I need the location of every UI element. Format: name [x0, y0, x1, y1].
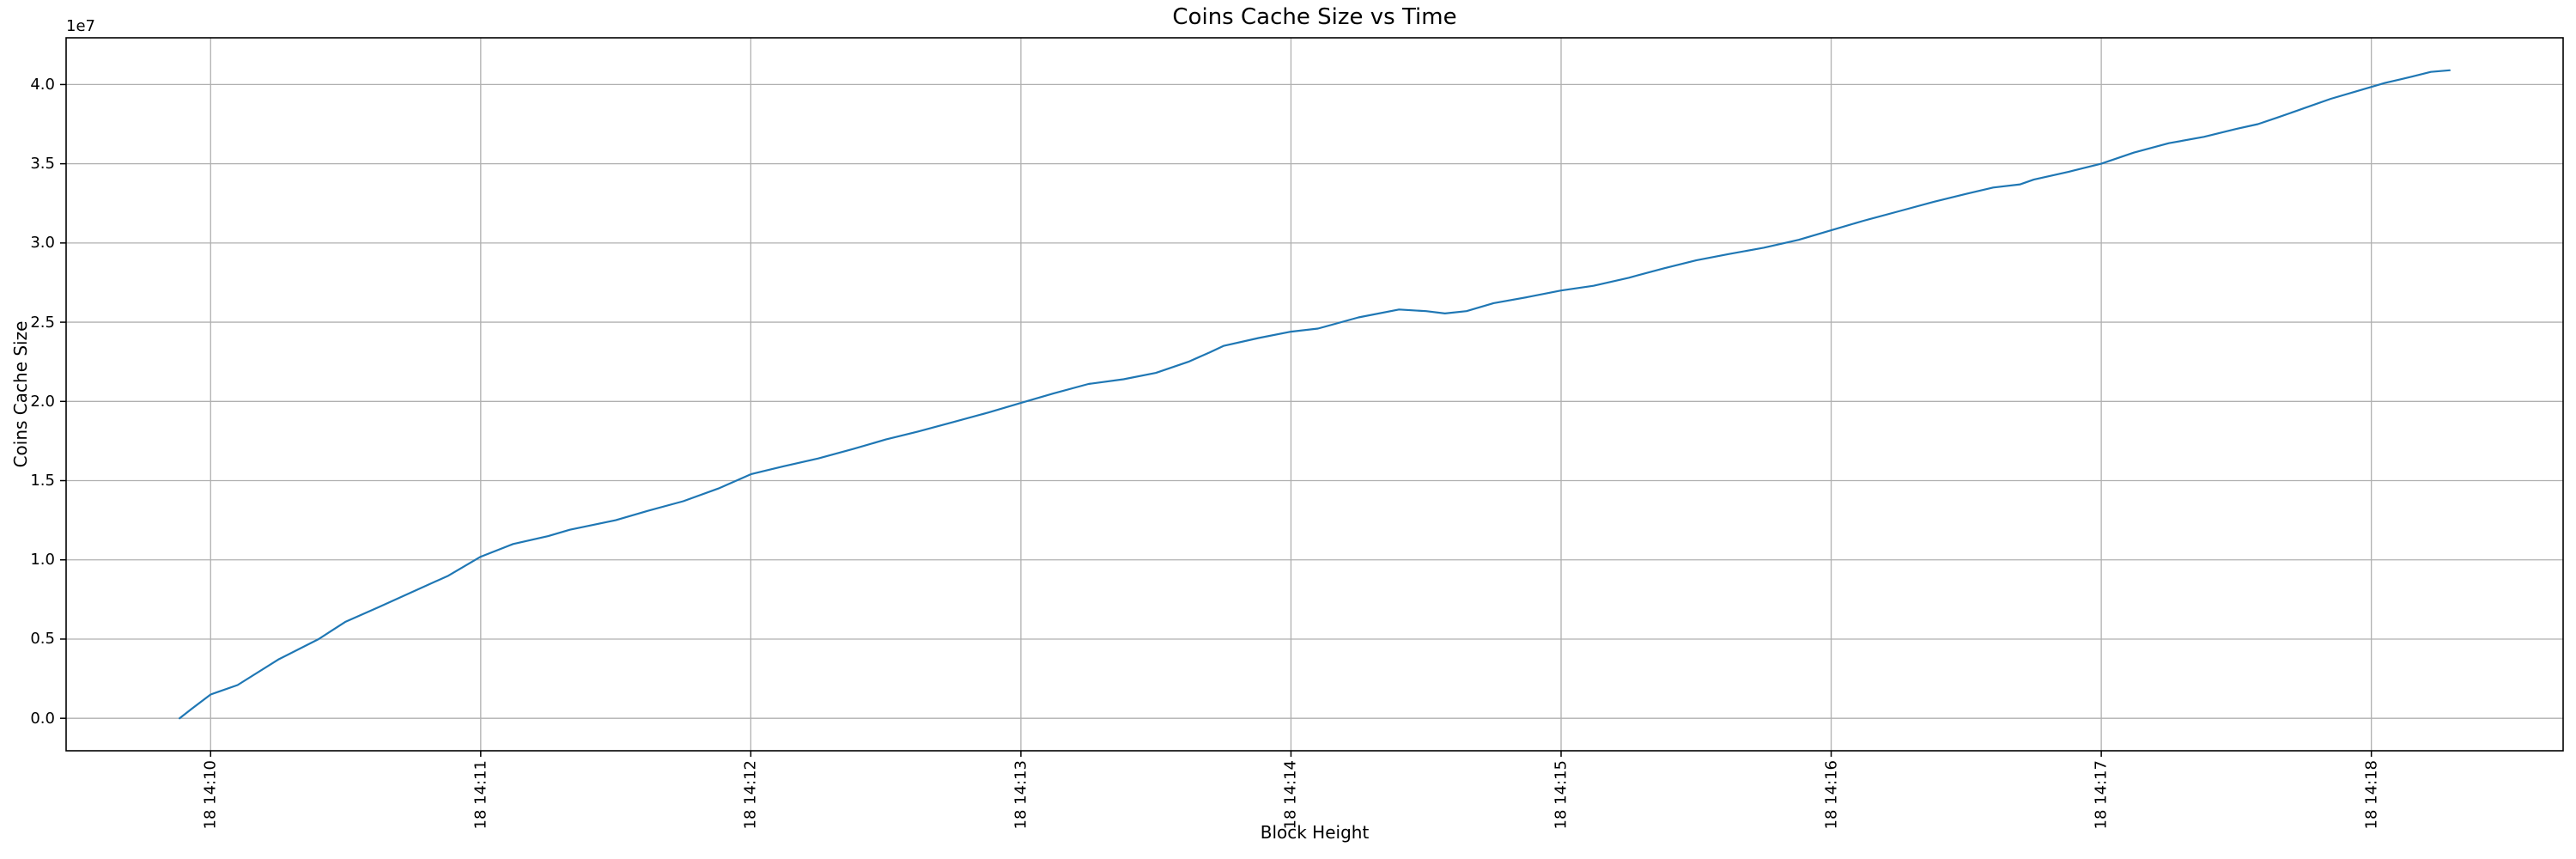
x-axis-label: Block Height	[1260, 822, 1370, 843]
y-tick-label: 2.0	[30, 392, 55, 411]
y-tick-label: 2.5	[30, 313, 55, 332]
x-tick-label: 18 14:14	[1281, 760, 1300, 830]
x-tick-label: 18 14:17	[2092, 760, 2111, 830]
x-tick-label: 18 14:13	[1012, 760, 1030, 830]
axes-spines	[65, 37, 2564, 752]
chart-title: Coins Cache Size vs Time	[1172, 4, 1457, 30]
y-tick-label: 4.0	[30, 75, 55, 94]
y-tick-label: 3.0	[30, 234, 55, 253]
y-axis-offset-label: 1e7	[66, 17, 95, 35]
x-tick-label: 18 14:16	[1822, 760, 1841, 830]
coins-cache-size-line	[179, 69, 2451, 720]
y-tick-label: 1.5	[30, 472, 55, 490]
x-tick-label: 18 14:15	[1552, 760, 1571, 830]
y-tick-label: 0.0	[30, 709, 55, 728]
y-tick-label: 0.5	[30, 630, 55, 649]
x-tick-label: 18 14:10	[201, 760, 220, 830]
x-tick-label: 18 14:12	[741, 760, 760, 830]
y-tick-label: 3.5	[30, 155, 55, 174]
x-tick-label: 18 14:11	[471, 760, 490, 830]
x-tick-label: 18 14:18	[2362, 760, 2381, 830]
y-tick-label: 1.0	[30, 551, 55, 570]
